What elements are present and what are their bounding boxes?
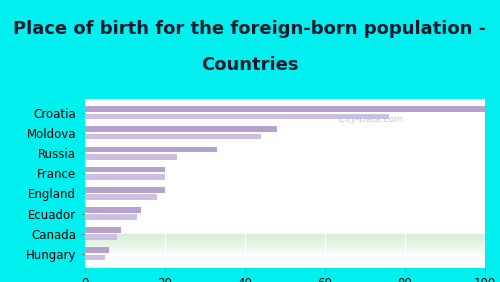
Text: City-Data.com: City-Data.com <box>333 114 403 124</box>
Bar <box>85 234 117 240</box>
Bar <box>85 147 217 152</box>
Bar <box>85 207 141 213</box>
Bar <box>85 167 165 172</box>
Bar <box>85 114 389 119</box>
Bar <box>85 174 165 180</box>
Text: Place of birth for the foreign-born population -: Place of birth for the foreign-born popu… <box>14 20 486 38</box>
Bar <box>85 247 109 253</box>
Bar <box>85 214 137 220</box>
Bar <box>85 127 277 132</box>
Bar <box>85 106 485 112</box>
Bar <box>85 227 121 233</box>
Bar <box>85 154 177 160</box>
Bar <box>85 255 105 260</box>
Text: Countries: Countries <box>201 56 299 74</box>
Bar <box>85 134 261 139</box>
Bar <box>85 187 165 193</box>
Bar <box>85 194 157 200</box>
